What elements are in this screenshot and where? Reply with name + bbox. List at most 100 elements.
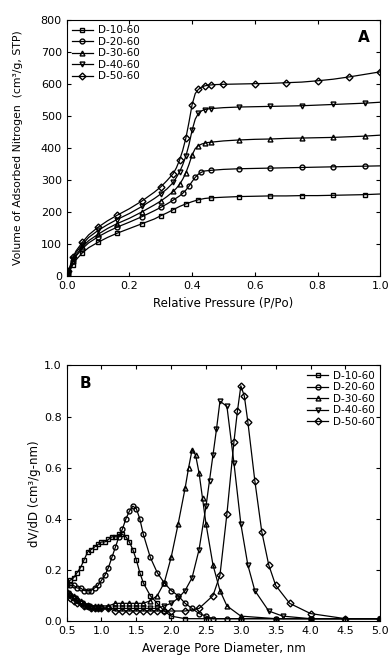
D-30-60 <box>211 561 215 569</box>
D-40-60 <box>299 102 304 110</box>
D-50-60 <box>315 77 320 85</box>
D-30-60 <box>92 602 97 610</box>
D-20-60 <box>71 257 75 265</box>
D-30-60 <box>183 484 187 492</box>
D-10-60 <box>123 533 128 541</box>
D-30-60 <box>99 602 104 610</box>
D-10-60 <box>378 190 383 198</box>
D-10-60 <box>75 568 80 576</box>
D-50-60 <box>68 595 73 603</box>
D-10-60 <box>71 574 76 582</box>
D-40-60 <box>171 178 176 186</box>
D-30-60 <box>105 224 110 232</box>
D-40-60 <box>140 202 144 210</box>
D-50-60 <box>187 118 191 126</box>
D-50-60 <box>106 605 111 613</box>
Line: D-10-60: D-10-60 <box>64 532 383 621</box>
D-30-60 <box>106 602 111 610</box>
D-40-60 <box>86 234 91 242</box>
D-30-60 <box>68 589 73 597</box>
D-30-60 <box>66 269 71 277</box>
D-30-60 <box>218 587 222 595</box>
D-20-60 <box>176 592 180 600</box>
D-20-60 <box>378 615 383 623</box>
D-40-60 <box>237 103 241 111</box>
D-50-60 <box>197 605 201 613</box>
Line: D-30-60: D-30-60 <box>66 133 383 275</box>
D-40-60 <box>183 152 188 160</box>
D-20-60 <box>66 269 71 277</box>
D-40-60 <box>331 100 336 108</box>
D-10-60 <box>66 271 71 279</box>
D-50-60 <box>196 86 201 94</box>
D-20-60 <box>127 507 132 515</box>
D-20-60 <box>141 530 146 538</box>
D-50-60 <box>71 253 75 261</box>
D-40-60 <box>362 99 367 107</box>
D-40-60 <box>71 595 76 603</box>
D-30-60 <box>140 208 144 216</box>
D-50-60 <box>66 267 71 275</box>
D-20-60 <box>177 192 182 200</box>
D-50-60 <box>183 134 188 142</box>
D-50-60 <box>85 602 90 610</box>
D-20-60 <box>158 204 163 212</box>
D-10-60 <box>110 533 114 541</box>
D-50-60 <box>92 605 97 613</box>
D-40-60 <box>64 589 69 597</box>
D-40-60 <box>209 105 213 113</box>
D-20-60 <box>96 233 100 241</box>
D-10-60 <box>92 543 97 551</box>
D-50-60 <box>67 263 72 271</box>
D-30-60 <box>148 597 152 605</box>
D-40-60 <box>202 106 207 114</box>
D-10-60 <box>64 579 69 587</box>
D-20-60 <box>347 162 351 170</box>
D-20-60 <box>299 164 304 172</box>
D-50-60 <box>183 607 187 615</box>
D-10-60 <box>113 533 118 541</box>
D-20-60 <box>105 228 110 236</box>
D-40-60 <box>187 141 191 149</box>
Text: B: B <box>79 375 91 391</box>
D-50-60 <box>141 607 146 615</box>
D-10-60 <box>71 261 75 269</box>
D-50-60 <box>82 602 86 610</box>
D-50-60 <box>362 70 367 78</box>
X-axis label: Average Pore Diameter, nm: Average Pore Diameter, nm <box>142 642 305 655</box>
D-20-60 <box>120 525 125 533</box>
D-50-60 <box>287 599 292 607</box>
D-30-60 <box>165 192 169 200</box>
D-20-60 <box>183 599 187 607</box>
D-40-60 <box>199 107 204 115</box>
D-40-60 <box>67 264 72 272</box>
D-10-60 <box>106 535 111 543</box>
D-30-60 <box>252 136 257 144</box>
D-50-60 <box>378 615 383 623</box>
D-50-60 <box>202 82 207 90</box>
D-20-60 <box>64 581 69 589</box>
D-10-60 <box>196 196 201 204</box>
D-50-60 <box>190 101 194 109</box>
D-30-60 <box>75 595 80 603</box>
D-20-60 <box>180 189 185 197</box>
D-20-60 <box>199 168 204 176</box>
D-30-60 <box>120 599 125 607</box>
D-20-60 <box>80 244 85 253</box>
D-40-60 <box>315 101 320 109</box>
D-40-60 <box>205 105 210 113</box>
D-20-60 <box>71 581 76 589</box>
D-10-60 <box>237 192 241 200</box>
D-50-60 <box>78 599 83 607</box>
D-50-60 <box>299 78 304 86</box>
D-40-60 <box>180 161 185 169</box>
Line: D-50-60: D-50-60 <box>66 69 383 274</box>
D-10-60 <box>127 538 132 546</box>
D-10-60 <box>148 592 152 600</box>
D-40-60 <box>204 502 209 510</box>
D-20-60 <box>284 164 289 172</box>
D-20-60 <box>211 615 215 623</box>
D-20-60 <box>113 543 118 551</box>
D-40-60 <box>96 226 100 234</box>
D-20-60 <box>196 170 201 178</box>
